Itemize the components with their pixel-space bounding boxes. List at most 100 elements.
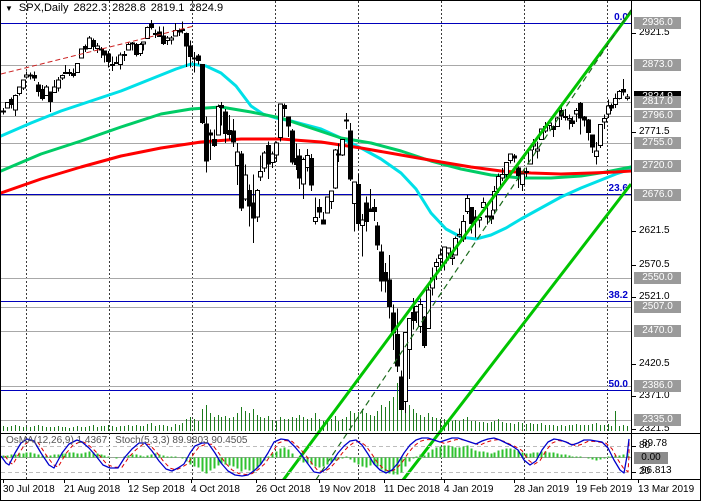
plot-area[interactable]: 0.0 23.6 38.2 50.0 [1, 1, 639, 501]
candle-body [414, 306, 419, 313]
sr-price-label: 2550.0 [634, 272, 681, 284]
candle-body [87, 37, 92, 50]
candle-body [243, 174, 248, 200]
candle-body [134, 44, 139, 55]
candle-body [56, 79, 61, 89]
date-tick-mark [191, 480, 192, 483]
price-tick-label: 2621.5 [639, 225, 670, 236]
candle-body [422, 316, 427, 347]
candle-body [83, 46, 88, 50]
candle-body [21, 79, 26, 89]
candle-body [457, 234, 462, 237]
ohlc-low: 2819.1 [150, 2, 185, 14]
candle-body [216, 106, 221, 136]
ohlc-close: 2824.9 [189, 2, 224, 14]
candle-body [208, 132, 213, 136]
candle-body [130, 42, 135, 45]
candle-body [403, 331, 408, 403]
date-tick-mark [638, 480, 639, 483]
candle-body [492, 191, 497, 211]
sr-price-label: 2796.0 [634, 110, 681, 122]
candle-body [344, 119, 349, 122]
candle-body [368, 208, 373, 212]
candle-body [149, 23, 154, 28]
candle-body [145, 26, 150, 40]
price-tick-label: 2420.5 [639, 358, 670, 369]
candle-body [301, 158, 306, 185]
candle-body [212, 139, 217, 147]
candle-body [563, 116, 568, 118]
candle-body [266, 145, 271, 165]
candle-body [192, 57, 197, 60]
price-tick-label: 2921.5 [639, 27, 670, 38]
candle-body [465, 197, 470, 213]
candle-body [63, 71, 68, 74]
candle-body [5, 102, 10, 109]
thin-uptrend [315, 9, 631, 479]
candle-body [446, 247, 451, 254]
price-tick-label: 2771.5 [639, 126, 670, 137]
candle-body [512, 155, 517, 159]
symbol-dropdown-icon[interactable]: ▼ [5, 4, 13, 13]
price-axis[interactable]: 2921.5 2771.5 2621.5 2570.5 2521.0 2420.5 2371… [632, 1, 700, 479]
candle-body [286, 116, 291, 127]
candle-body [153, 32, 158, 36]
candle-body [44, 86, 49, 96]
price-tick-mark [632, 364, 636, 365]
sr-price-label: 2470.0 [634, 325, 681, 337]
candle-body [574, 110, 579, 115]
candle-body [28, 74, 33, 77]
sr-price-label: 2873.0 [634, 59, 681, 71]
candle-body [469, 207, 474, 224]
candle-body [535, 148, 540, 152]
date-tick-label: 11 Dec 2018 [384, 484, 440, 495]
candle-body [223, 111, 228, 135]
candle-body [184, 32, 189, 47]
candle-body [364, 202, 369, 222]
candle-body [270, 153, 275, 164]
candle-body [625, 96, 630, 100]
ind-tick-mark [632, 472, 636, 473]
date-axis[interactable]: 30 Jul 2018 21 Aug 2018 12 Sep 2018 4 Oct 2… [1, 480, 700, 500]
ma-mid-green [1, 105, 631, 180]
sr-price-label: 2936.0 [634, 17, 681, 29]
stoch-label: Stoch(5,3,3) 89.9803 90.4505 [115, 435, 248, 446]
candle-body [375, 225, 380, 246]
candle-body [258, 170, 263, 178]
candle-body [379, 251, 384, 282]
candle-body [251, 202, 256, 219]
candle-body [418, 304, 423, 327]
candle-body [438, 254, 443, 259]
candle-body [528, 149, 533, 165]
candle-body [161, 35, 166, 44]
candle-body [95, 45, 100, 50]
candle-body [594, 150, 599, 158]
candle-body [169, 37, 174, 41]
candle-body [118, 54, 123, 65]
candle-body [200, 63, 205, 123]
candle-body [450, 256, 455, 259]
candle-body [67, 71, 72, 75]
date-tick-label: 4 Jan 2019 [444, 484, 494, 495]
indicator-labels: OsMA(12,26,9) 1.4367 Stoch(5,3,3) 89.9803… [6, 435, 256, 446]
sr-price-label: 2755.0 [634, 137, 681, 149]
price-tick-mark [632, 429, 636, 430]
candle-body [570, 120, 575, 125]
date-tick-mark [128, 480, 129, 483]
candle-body [411, 312, 416, 321]
price-tick-label: 2521.0 [639, 291, 670, 302]
sr-price-label: 2720.0 [634, 160, 681, 172]
candle-body [586, 119, 591, 133]
candle-body [188, 45, 193, 58]
candle-body [598, 123, 603, 147]
indicator-panel[interactable] [1, 437, 631, 477]
fib-label: 23.6 [609, 183, 629, 194]
date-tick-label: 28 Jan 2019 [514, 484, 570, 495]
candle-body [360, 219, 365, 226]
candle-body [255, 189, 260, 218]
candle-body [567, 118, 572, 121]
date-tick-mark [384, 480, 385, 483]
sr-price-label: 2386.0 [634, 380, 681, 392]
candle-body [122, 54, 127, 56]
